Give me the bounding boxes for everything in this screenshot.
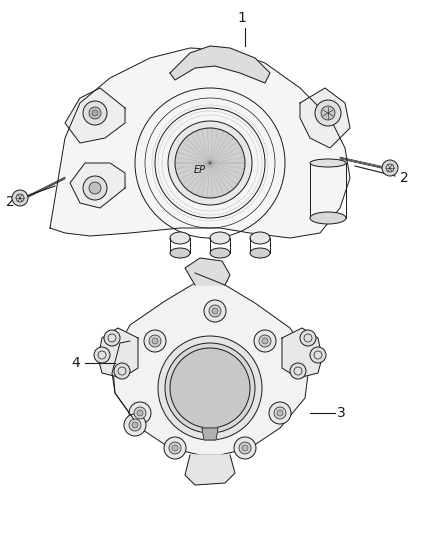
- Text: 1: 1: [237, 11, 247, 25]
- Circle shape: [134, 407, 146, 419]
- Circle shape: [170, 348, 250, 428]
- Circle shape: [321, 106, 335, 120]
- Text: EP: EP: [194, 165, 206, 175]
- Circle shape: [300, 330, 316, 346]
- Circle shape: [315, 100, 341, 126]
- Circle shape: [158, 336, 262, 440]
- Circle shape: [164, 437, 186, 459]
- Circle shape: [149, 335, 161, 347]
- Text: 4: 4: [71, 356, 80, 370]
- Circle shape: [242, 445, 248, 451]
- Circle shape: [209, 305, 221, 317]
- Polygon shape: [65, 88, 125, 143]
- Polygon shape: [202, 428, 218, 440]
- Circle shape: [152, 338, 158, 344]
- Circle shape: [144, 330, 166, 352]
- Polygon shape: [112, 283, 310, 455]
- Circle shape: [204, 300, 226, 322]
- Circle shape: [259, 335, 271, 347]
- Circle shape: [262, 338, 268, 344]
- Circle shape: [92, 110, 98, 116]
- Circle shape: [168, 121, 252, 205]
- Circle shape: [269, 402, 291, 424]
- Ellipse shape: [210, 232, 230, 244]
- Circle shape: [129, 419, 141, 431]
- Circle shape: [239, 442, 251, 454]
- Polygon shape: [185, 258, 230, 285]
- Circle shape: [132, 422, 138, 428]
- Ellipse shape: [310, 212, 346, 224]
- Polygon shape: [170, 46, 270, 83]
- Polygon shape: [300, 88, 350, 148]
- Circle shape: [94, 347, 110, 363]
- Ellipse shape: [170, 248, 190, 258]
- Polygon shape: [282, 328, 322, 378]
- Circle shape: [290, 363, 306, 379]
- Circle shape: [169, 442, 181, 454]
- Circle shape: [212, 308, 218, 314]
- Circle shape: [104, 330, 120, 346]
- Circle shape: [382, 160, 398, 176]
- Ellipse shape: [210, 248, 230, 258]
- Circle shape: [83, 101, 107, 125]
- Circle shape: [172, 445, 178, 451]
- Circle shape: [310, 347, 326, 363]
- Circle shape: [274, 407, 286, 419]
- Circle shape: [165, 343, 255, 433]
- Ellipse shape: [250, 248, 270, 258]
- Circle shape: [89, 182, 101, 194]
- Text: 3: 3: [337, 406, 346, 420]
- Circle shape: [12, 190, 28, 206]
- Ellipse shape: [250, 232, 270, 244]
- Text: 2: 2: [6, 195, 14, 209]
- Circle shape: [277, 410, 283, 416]
- Polygon shape: [50, 48, 350, 238]
- Text: 2: 2: [400, 171, 409, 185]
- Polygon shape: [70, 163, 125, 208]
- Circle shape: [83, 176, 107, 200]
- Polygon shape: [185, 455, 235, 485]
- Circle shape: [175, 128, 245, 198]
- Circle shape: [254, 330, 276, 352]
- Circle shape: [129, 402, 151, 424]
- Ellipse shape: [170, 232, 190, 244]
- Circle shape: [124, 414, 146, 436]
- Circle shape: [89, 107, 101, 119]
- Ellipse shape: [310, 159, 346, 167]
- Circle shape: [114, 363, 130, 379]
- Circle shape: [137, 410, 143, 416]
- Circle shape: [234, 437, 256, 459]
- Polygon shape: [98, 328, 138, 378]
